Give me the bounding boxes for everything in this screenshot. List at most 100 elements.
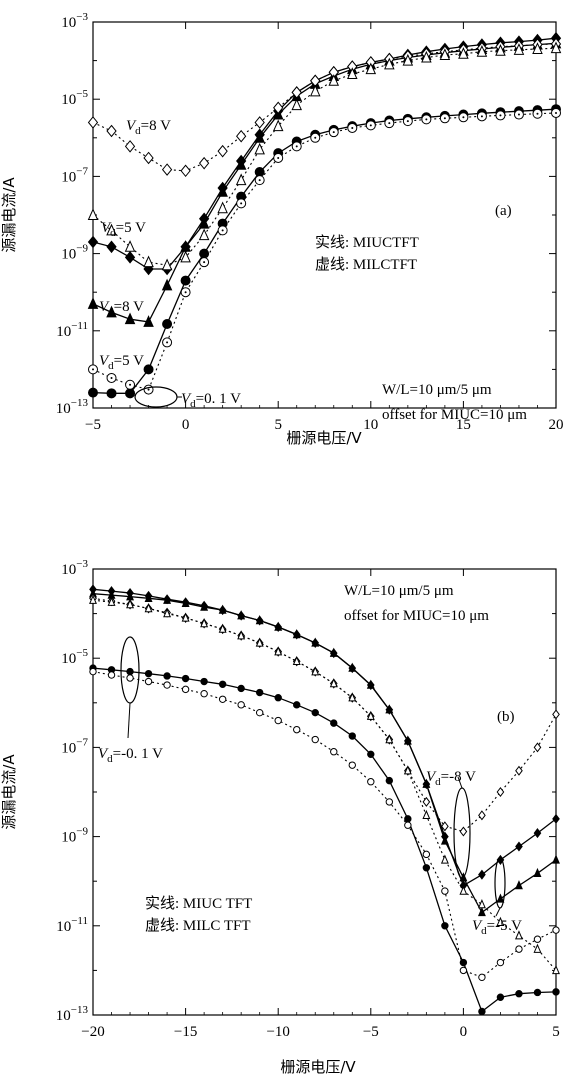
ellipse-leader-b-mid [457,776,463,789]
data-point-center [295,145,298,148]
ellipse-leader-b-left [127,702,131,739]
data-point [422,809,431,820]
data-point [163,594,172,604]
data-point [161,278,173,291]
data-point [272,107,284,120]
y-axis-label-a: 源漏电流/A [0,177,18,253]
data-point [328,74,340,86]
data-point [367,778,375,786]
data-point [200,601,209,611]
data-point [292,629,301,639]
x-tick-label: −10 [266,1024,289,1040]
x-tick-label: 5 [274,417,282,433]
series-line-b-1 [92,588,557,887]
data-point [311,666,320,676]
data-point [254,116,265,129]
data-point [274,716,282,725]
chart-panel-a: −5 0 5 10 15 20 10−13 10−11 10−9 10−7 10−5 10−3 源漏电… [0,11,564,447]
data-point [385,734,394,744]
data-point [552,988,560,996]
data-point-center [332,131,335,134]
data-point [440,835,449,845]
x-axis-label-b: 栅源电压/V [280,1058,356,1076]
x-tick-label: 10 [363,417,378,433]
data-point-center [258,179,261,182]
data-point [198,228,210,241]
data-point [532,42,543,54]
data-point [126,674,134,682]
x-tick-label: 5 [552,1024,560,1040]
data-point [180,275,191,286]
y-tick-label: 10−5 [61,88,88,108]
data-point [87,116,99,129]
data-point [330,748,338,756]
data-point [144,603,153,613]
data-point [218,623,227,633]
data-point [144,669,153,678]
data-point [89,594,97,604]
data-point [107,596,116,606]
series-markers-a-5 [87,41,562,271]
vd-label-a-8v-dotted: Vd=8 V [126,118,171,137]
series-line-a-4 [92,43,557,172]
data-point [385,798,394,806]
data-point [533,988,542,997]
data-point-center [536,112,539,115]
data-point [274,646,283,656]
series-markers-b-6 [89,667,560,982]
data-point [514,880,523,890]
data-point-center [351,126,354,129]
data-point [441,887,449,895]
data-point [124,240,136,252]
data-point [552,854,560,864]
x-tick-label: 20 [549,417,564,433]
chart-panel-b: −20 −15 −10 −5 0 510−1310−1110−910−710−510−3 … [0,558,560,1076]
data-point-center [203,261,206,264]
plot-frame-b [92,568,557,1016]
data-point [403,735,412,745]
data-point-center [388,122,391,125]
data-point [292,655,301,666]
data-point [440,854,449,864]
x-axis-label-a: 栅源电压/V [286,429,362,447]
data-point [236,129,247,143]
data-point [533,828,542,839]
data-point [552,813,560,824]
data-point-center [277,156,280,159]
data-point [311,637,320,647]
x-tick-label: 0 [182,417,190,433]
data-point [180,164,191,178]
panel-label-a: (a) [495,203,512,219]
data-point [476,44,488,57]
data-point [254,131,265,143]
data-point [89,667,97,676]
vd-label-a-5v-dotted: Vd=5 V [101,220,146,239]
data-point [161,163,173,176]
series-markers-b-1 [89,584,560,891]
x-tick-label: −20 [81,1024,104,1040]
data-point [478,810,486,821]
data-point [309,84,321,97]
y-tick-label: 10−7 [61,165,88,185]
data-point-center [480,115,483,118]
data-point-center [221,229,224,232]
data-point [515,765,523,776]
data-point [422,850,431,859]
data-point [143,364,154,375]
data-point [88,387,98,398]
data-point [163,681,171,689]
data-point [478,1007,486,1016]
data-point [107,671,116,679]
wl-label-a: W/L=10 μm/5 μm [382,382,492,398]
data-point-center [314,136,317,139]
data-point-center [555,111,557,114]
data-point [237,701,245,709]
data-point [143,151,154,165]
data-point [87,297,99,309]
data-point [550,41,562,54]
x-tick-label: −15 [174,1024,197,1040]
y-tick-label: 10−13 [56,397,89,417]
data-point [255,688,264,697]
data-point [552,926,560,934]
data-point [106,388,117,399]
